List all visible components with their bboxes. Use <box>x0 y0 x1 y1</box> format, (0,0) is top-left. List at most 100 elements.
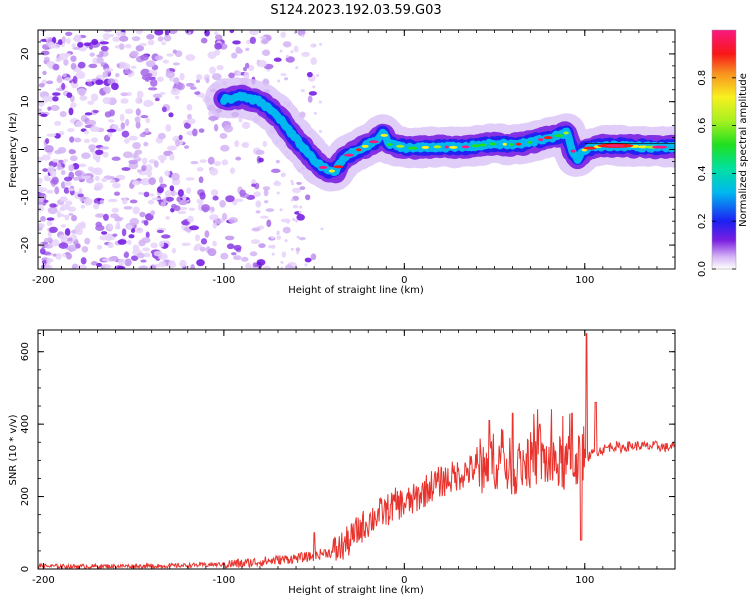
noise-blob <box>135 227 144 234</box>
noise-blob <box>199 246 206 252</box>
noise-blob <box>108 256 118 262</box>
noise-blob <box>128 135 138 141</box>
noise-blob <box>304 263 308 267</box>
noise-blob <box>270 168 281 174</box>
noise-blob <box>87 100 95 105</box>
noise-blob <box>39 247 46 255</box>
noise-blob <box>178 134 183 141</box>
noise-blob <box>236 70 242 77</box>
noise-blob <box>90 261 98 266</box>
noise-blob <box>280 266 284 269</box>
noise-blob <box>183 122 191 129</box>
noise-blob <box>38 201 44 205</box>
noise-blob <box>95 213 105 218</box>
noise-blob <box>250 239 261 245</box>
noise-blob <box>79 196 86 202</box>
noise-blob <box>69 155 78 162</box>
noise-blob <box>93 202 100 210</box>
noise-blob <box>296 251 300 255</box>
noise-blob <box>258 243 266 249</box>
noise-blob <box>161 106 167 113</box>
noise-blob <box>41 154 51 161</box>
noise-blob <box>296 181 302 185</box>
noise-blob <box>143 141 149 147</box>
noise-blob <box>59 206 66 212</box>
noise-blob <box>146 34 155 40</box>
ridge-hotspot <box>543 136 553 140</box>
noise-blob <box>296 214 305 221</box>
noise-blob <box>84 112 93 116</box>
noise-blob <box>210 206 215 212</box>
noise-blob <box>143 99 153 108</box>
noise-blob <box>100 146 110 150</box>
noise-blob <box>166 145 177 151</box>
noise-blob <box>190 161 199 165</box>
noise-blob <box>159 91 166 96</box>
noise-blob <box>95 79 104 85</box>
noise-blob <box>60 224 67 228</box>
noise-blob <box>226 243 235 250</box>
noise-blob <box>169 153 175 161</box>
noise-blob <box>182 194 187 201</box>
noise-blob <box>158 260 167 268</box>
noise-blob <box>172 62 180 66</box>
noise-blob <box>125 118 130 127</box>
noise-blob <box>47 206 58 215</box>
noise-blob <box>199 92 205 99</box>
noise-blob <box>83 197 93 206</box>
noise-blob <box>96 262 103 268</box>
noise-blob <box>115 73 120 78</box>
noise-blob <box>109 178 116 184</box>
noise-blobs <box>38 30 324 269</box>
ridge-hotspot <box>471 144 481 148</box>
noise-blob <box>295 219 299 223</box>
noise-blob <box>57 74 62 81</box>
noise-blob <box>77 41 84 48</box>
noise-blob <box>119 64 129 69</box>
noise-blob <box>262 186 271 191</box>
noise-blob <box>132 206 140 215</box>
noise-blob <box>87 81 93 87</box>
noise-blob <box>297 30 306 36</box>
noise-blob <box>78 88 86 97</box>
noise-blob <box>209 214 219 221</box>
noise-blob <box>83 42 92 47</box>
noise-blob <box>68 188 75 192</box>
noise-blob <box>247 65 255 72</box>
noise-blob <box>200 37 208 44</box>
noise-blob <box>220 252 229 260</box>
noise-blob <box>77 193 84 198</box>
noise-blob <box>96 56 104 64</box>
ridge-hotspot <box>570 149 576 153</box>
noise-blob <box>147 73 153 77</box>
noise-blob <box>136 90 144 99</box>
noise-blob <box>58 234 69 240</box>
noise-blob <box>121 228 127 237</box>
noise-blob <box>173 191 179 196</box>
noise-blob <box>147 39 155 46</box>
noise-blob <box>102 32 110 41</box>
noise-blob <box>65 38 71 45</box>
noise-blob <box>45 138 50 144</box>
noise-blob <box>120 92 128 97</box>
noise-blob <box>84 237 91 245</box>
noise-blob <box>174 95 180 100</box>
noise-blob <box>55 253 62 260</box>
noise-blob <box>142 247 151 252</box>
noise-blob <box>214 42 223 50</box>
noise-blob <box>249 36 256 45</box>
noise-blob <box>186 104 193 111</box>
noise-blob <box>63 176 73 182</box>
noise-blob <box>295 66 299 70</box>
snr-series-line <box>38 333 675 569</box>
noise-blob <box>46 189 54 194</box>
noise-blob <box>107 241 114 249</box>
noise-blob <box>46 220 53 227</box>
noise-blob <box>67 206 77 212</box>
spectrogram-ytick-label: 0 <box>20 146 31 152</box>
noise-blob <box>282 226 291 234</box>
noise-blob <box>307 95 313 103</box>
noise-blob <box>245 47 250 52</box>
noise-blob <box>164 190 172 199</box>
